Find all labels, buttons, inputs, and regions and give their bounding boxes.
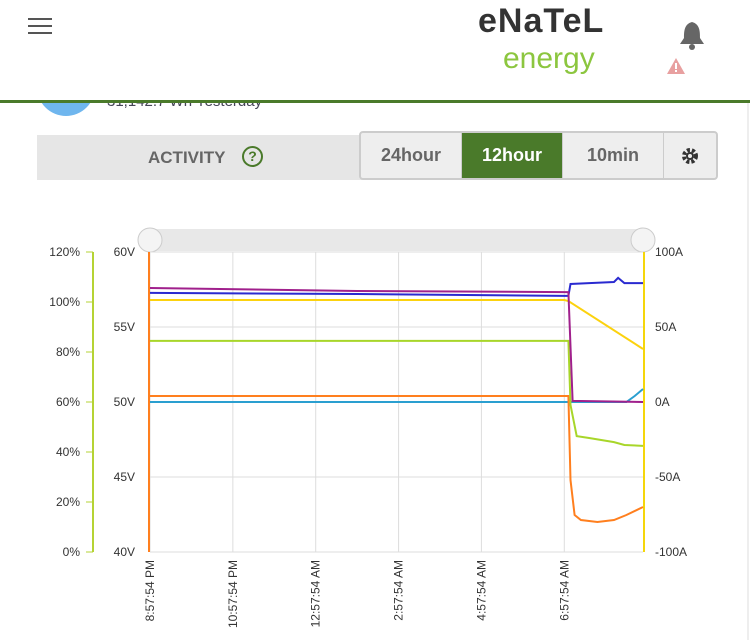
y3-tick-label: 50A: [655, 320, 676, 334]
y3-tick-label: -100A: [655, 545, 687, 559]
y3-tick-label: 100A: [655, 245, 683, 259]
gear-icon: [682, 147, 698, 164]
y-tick-label: 20%: [56, 495, 80, 509]
y-tick-label: 0%: [63, 545, 81, 559]
y-tick-label: 100%: [49, 295, 80, 309]
activity-label: ACTIVITY: [148, 148, 226, 167]
x-tick-label: 4:57:54 AM: [474, 560, 488, 621]
series-line: [150, 339, 644, 447]
x-tick-label: 12:57:54 AM: [309, 560, 323, 627]
y-tick-label: 60%: [56, 395, 80, 409]
y-tick-label: 80%: [56, 345, 80, 359]
y2-tick-label: 55V: [114, 320, 135, 334]
menu-button[interactable]: [28, 18, 58, 38]
y2-tick-label: 50V: [114, 395, 135, 409]
y3-tick-label: -50A: [655, 470, 680, 484]
y-tick-label: 120%: [49, 245, 80, 259]
x-tick-label: 8:57:54 PM: [143, 560, 157, 621]
logo: eNaTeL: [478, 2, 605, 40]
y-tick-label: 40%: [56, 445, 80, 459]
slider-handle[interactable]: [137, 227, 163, 253]
slider-handle[interactable]: [630, 227, 656, 253]
help-button[interactable]: ?: [242, 146, 263, 167]
logo-sub: energy: [503, 42, 595, 75]
x-tick-label: 6:57:54 AM: [557, 560, 571, 621]
series-line: [149, 287, 644, 403]
tab-group: 24hour 12hour 10min: [359, 131, 718, 180]
bell-icon[interactable]: [678, 20, 708, 52]
tab[interactable]: 10min: [563, 133, 664, 178]
y2-tick-label: 40V: [114, 545, 135, 559]
warning-icon[interactable]: [667, 57, 687, 75]
series-line: [150, 299, 644, 350]
series-line: [150, 395, 644, 524]
settings-button[interactable]: [664, 133, 716, 178]
y2-tick-label: 60V: [114, 245, 135, 259]
header: eNaTeL energy: [0, 0, 750, 103]
series-line: [149, 276, 643, 297]
range-slider[interactable]: [150, 229, 643, 251]
tab[interactable]: 12hour: [462, 133, 563, 178]
tab[interactable]: 24hour: [361, 133, 462, 178]
y2-tick-label: 45V: [114, 470, 135, 484]
x-tick-label: 10:57:54 PM: [226, 560, 240, 628]
y3-tick-label: 0A: [655, 395, 670, 409]
x-tick-label: 2:57:54 AM: [392, 560, 406, 621]
